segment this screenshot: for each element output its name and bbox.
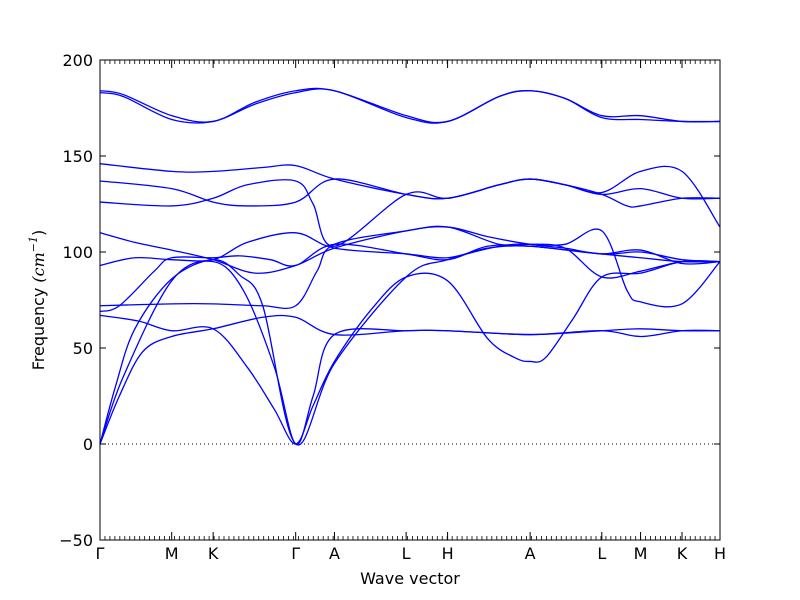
x-tick-label: Γ [291, 544, 300, 563]
band-line-3 [99, 314, 721, 445]
band-line-13 [99, 88, 721, 124]
band-line-12 [99, 87, 721, 124]
y-axis-title: Frequency (cm−1) [27, 230, 48, 371]
band-line-8 [99, 226, 721, 274]
band-lines-layer [99, 87, 721, 446]
x-tick-label: K [677, 544, 688, 563]
band-line-2 [99, 260, 721, 445]
x-tick-label: A [329, 544, 340, 563]
x-tick-label: H [714, 544, 726, 563]
x-tick-label: M [165, 544, 179, 563]
x-tick-label: H [442, 544, 454, 563]
band-line-11 [99, 163, 721, 228]
y-tick-label: 150 [62, 147, 93, 166]
x-tick-label: Γ [96, 544, 105, 563]
y-tick-label: 0 [83, 435, 93, 454]
x-tick-label: M [634, 544, 648, 563]
y-tick-label: −50 [59, 531, 93, 550]
x-axis-title: Wave vector [360, 569, 460, 588]
y-tick-label: 200 [62, 51, 93, 70]
x-tick-label: L [597, 544, 606, 563]
band-line-1 [99, 243, 721, 446]
y-axis-title-exponent: −1 [27, 236, 40, 252]
plot-frame [99, 59, 721, 541]
y-axis-title-close: ) [29, 230, 48, 236]
x-tick-label: K [208, 544, 219, 563]
y-tick-labels: −50 0 50 100 150 200 [59, 51, 93, 550]
y-tick-label: 50 [73, 339, 93, 358]
x-tick-label: A [525, 544, 536, 563]
y-tick-label: 100 [62, 243, 93, 262]
x-tick-label: L [402, 544, 411, 563]
y-axis-title-unit: (cm [29, 252, 48, 282]
y-axis-title-text: Frequency [29, 288, 48, 371]
axis-ticks-layer [99, 59, 721, 541]
band-line-4 [99, 260, 721, 445]
band-line-7 [99, 232, 721, 267]
band-line-9 [99, 178, 721, 247]
band-line-5 [99, 225, 721, 310]
